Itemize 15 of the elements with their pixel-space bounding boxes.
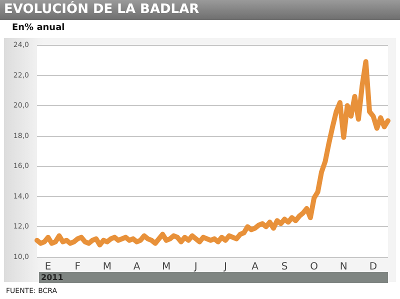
chart-subtitle: En% anual (12, 23, 65, 33)
x-tick-label: M (102, 262, 112, 272)
x-tick-label: A (252, 262, 259, 272)
x-tick-label: E (44, 262, 52, 272)
x-tick-label: S (281, 262, 288, 272)
x-tick-label: D (369, 262, 378, 272)
x-tick-label: F (74, 262, 81, 272)
chart-title: EVOLUCIÓN DE LA BADLAR (0, 0, 400, 20)
x-tick-label: J (193, 262, 198, 272)
x-tick-label: O (310, 262, 318, 272)
x-axis-title: 2011 (39, 272, 388, 283)
x-tick-label: J (222, 262, 227, 272)
x-tick-label: A (133, 262, 140, 272)
x-tick-label: N (340, 262, 348, 272)
x-tick-label: M (162, 262, 171, 272)
